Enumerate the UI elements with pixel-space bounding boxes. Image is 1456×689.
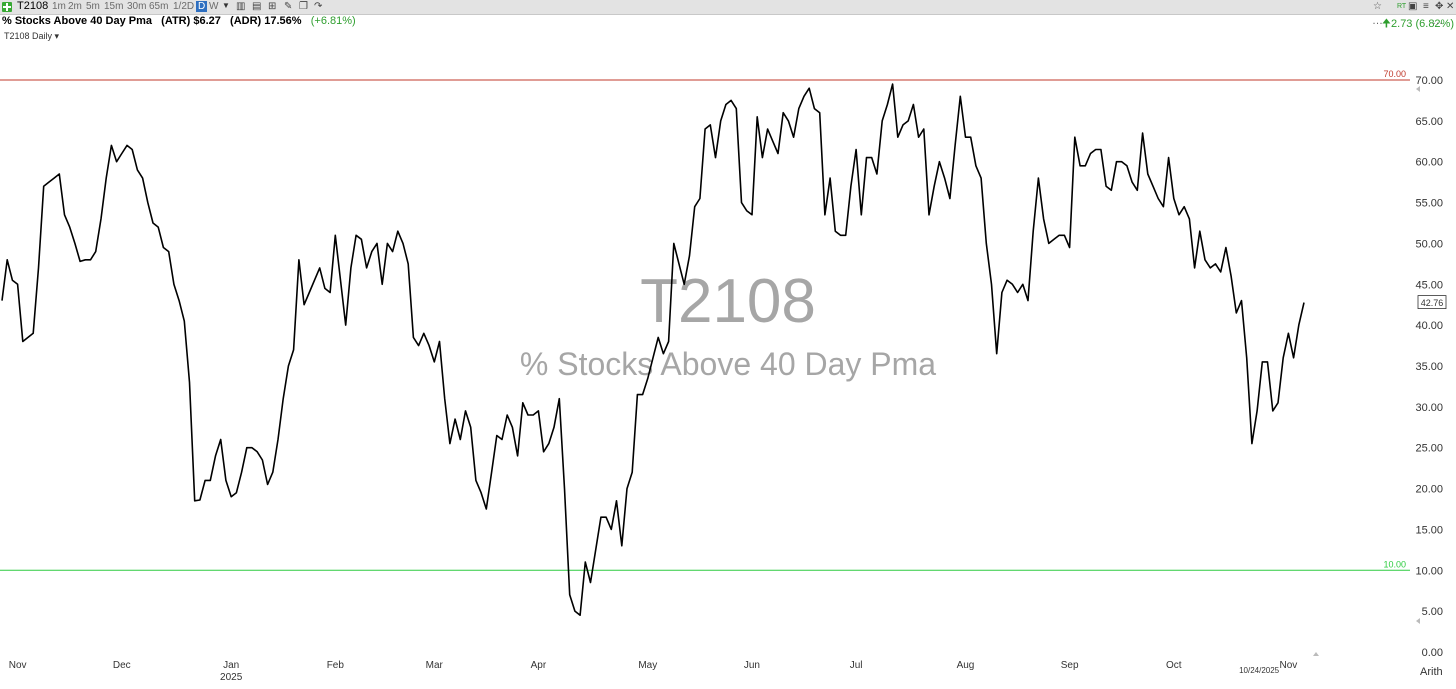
options-icon[interactable]: ≡ <box>1423 1 1429 12</box>
year-label: 2025 <box>220 672 243 683</box>
study-icon[interactable]: ⊞ <box>268 1 277 12</box>
y-tick-label: 65.00 <box>1415 116 1443 128</box>
y-tick-label: 0.00 <box>1422 647 1443 659</box>
series-group <box>1 83 1305 616</box>
adr-value: (ADR) 17.56% <box>230 15 302 27</box>
y-tick-label: 20.00 <box>1415 484 1443 496</box>
x-axis: Nov Dec Jan Feb Mar Apr May Jun Jul Aug Sep Oct Nov 2… <box>9 660 1298 683</box>
share-icon[interactable]: ↷ <box>314 1 323 12</box>
y-tick-label: 40.00 <box>1415 320 1443 332</box>
scale-mode-label[interactable]: Arith <box>1420 666 1443 678</box>
timeframe-2m[interactable]: 2m <box>68 1 82 12</box>
y-tick-label: 70.00 <box>1415 75 1443 87</box>
last-value-box <box>1417 295 1447 309</box>
chart-title-row: % Stocks Above 40 Day Pma (ATR) $6.27 (A… <box>2 15 356 27</box>
x-tick-label: Aug <box>957 660 975 671</box>
info-bar: % Stocks Above 40 Day Pma (ATR) $6.27 (A… <box>0 15 1456 30</box>
x-tick-label: Jun <box>744 660 760 671</box>
y-axis: 0.00 5.00 10.00 15.00 20.00 25.00 30.00 35.00 40… <box>1313 75 1443 659</box>
x-tick-label: May <box>638 660 657 671</box>
timeframe-65m[interactable]: 65m <box>149 1 169 12</box>
level-lines: 70.00 10.00 <box>0 69 1410 571</box>
y-tick-label: 10.00 <box>1415 565 1443 577</box>
realtime-badge: RT <box>1397 3 1407 10</box>
x-tick-label: Jan <box>223 660 239 671</box>
timeframe-half-day[interactable]: 1/2D <box>173 1 195 12</box>
change-percent: (+6.81%) <box>310 15 356 27</box>
move-icon[interactable]: ✥ <box>1435 1 1444 12</box>
add-symbol-icon[interactable] <box>2 2 12 12</box>
sub-label-text: T2108 Daily <box>4 31 53 41</box>
chart-sub-label[interactable]: T2108 Daily ▾ <box>4 31 59 42</box>
more-dots-left[interactable]: … <box>1372 15 1383 27</box>
atr-value: (ATR) $6.27 <box>161 15 221 27</box>
timeframe-dropdown-icon[interactable]: ▼ <box>222 1 230 10</box>
more-dots-right[interactable]: … <box>1432 15 1443 27</box>
scroll-down-arrow-icon <box>1416 618 1420 624</box>
sub-label-dropdown-icon[interactable]: ▾ <box>54 31 60 41</box>
watermark: T2108 % Stocks Above 40 Day Pma <box>520 267 936 382</box>
y-tick-label: 30.00 <box>1415 402 1443 414</box>
x-tick-label: Jul <box>850 660 863 671</box>
watermark-symbol: T2108 <box>640 267 816 336</box>
level-label: 70.00 <box>1383 69 1406 79</box>
y-tick-label: 60.00 <box>1415 157 1443 169</box>
y-tick-label: 50.00 <box>1415 238 1443 250</box>
timeframe-weekly[interactable]: W <box>209 1 219 12</box>
scroll-up-arrow-icon <box>1416 86 1420 92</box>
last-date-label: 10/24/2025 <box>1239 666 1280 675</box>
y-tick-label: 35.00 <box>1415 361 1443 373</box>
y-tick-label: 45.00 <box>1415 279 1443 291</box>
chart-style-icon[interactable]: ▥ <box>236 1 246 12</box>
timeframe-15m[interactable]: 15m <box>104 1 124 12</box>
draw-tool-icon[interactable]: ✎ <box>284 1 293 12</box>
right-change: 2.73 (6.82%) <box>1391 18 1454 30</box>
favorite-star-icon[interactable]: ☆ <box>1373 1 1382 12</box>
time-scroll-arrow-icon <box>1313 652 1319 656</box>
up-arrow-icon: 🠉 <box>1381 18 1392 30</box>
x-tick-label: Sep <box>1061 660 1079 671</box>
timeframe-daily[interactable]: D <box>196 1 208 12</box>
symbol-label[interactable]: T2108 <box>17 0 49 12</box>
x-tick-label: Mar <box>426 660 444 671</box>
level-label: 10.00 <box>1383 559 1406 569</box>
top-toolbar: T2108 1m 2m 5m 15m 30m 65m 1/2D D W ▼ ▥ … <box>0 0 1456 15</box>
y-tick-label: 15.00 <box>1415 524 1443 536</box>
last-value-group: 42.76 <box>1417 295 1447 309</box>
x-tick-label: Dec <box>113 660 131 671</box>
y-tick-label: 55.00 <box>1415 198 1443 210</box>
timeframe-1m[interactable]: 1m <box>52 1 66 12</box>
window-icon[interactable]: ▣ <box>1408 1 1418 12</box>
series-line <box>1 83 1305 616</box>
timeframe-5m[interactable]: 5m <box>86 1 100 12</box>
x-tick-label: Apr <box>531 660 547 671</box>
y-tick-label: 25.00 <box>1415 443 1443 455</box>
indicator-icon[interactable]: ▤ <box>252 1 262 12</box>
close-icon[interactable]: ✕ <box>1446 1 1455 12</box>
x-tick-label: Oct <box>1166 660 1182 671</box>
x-tick-label: Nov <box>9 660 27 671</box>
watermark-name: % Stocks Above 40 Day Pma <box>520 346 936 382</box>
x-tick-label: Feb <box>327 660 345 671</box>
timeframe-30m[interactable]: 30m <box>127 1 147 12</box>
last-value-label: 42.76 <box>1421 298 1444 308</box>
y-tick-label: 5.00 <box>1422 606 1443 618</box>
copy-icon[interactable]: ❐ <box>299 1 308 12</box>
right-change-group: 🠉2.73 (6.82%) <box>1382 15 1454 34</box>
x-tick-label: Nov <box>1279 660 1297 671</box>
chart-title: % Stocks Above 40 Day Pma <box>2 15 152 27</box>
